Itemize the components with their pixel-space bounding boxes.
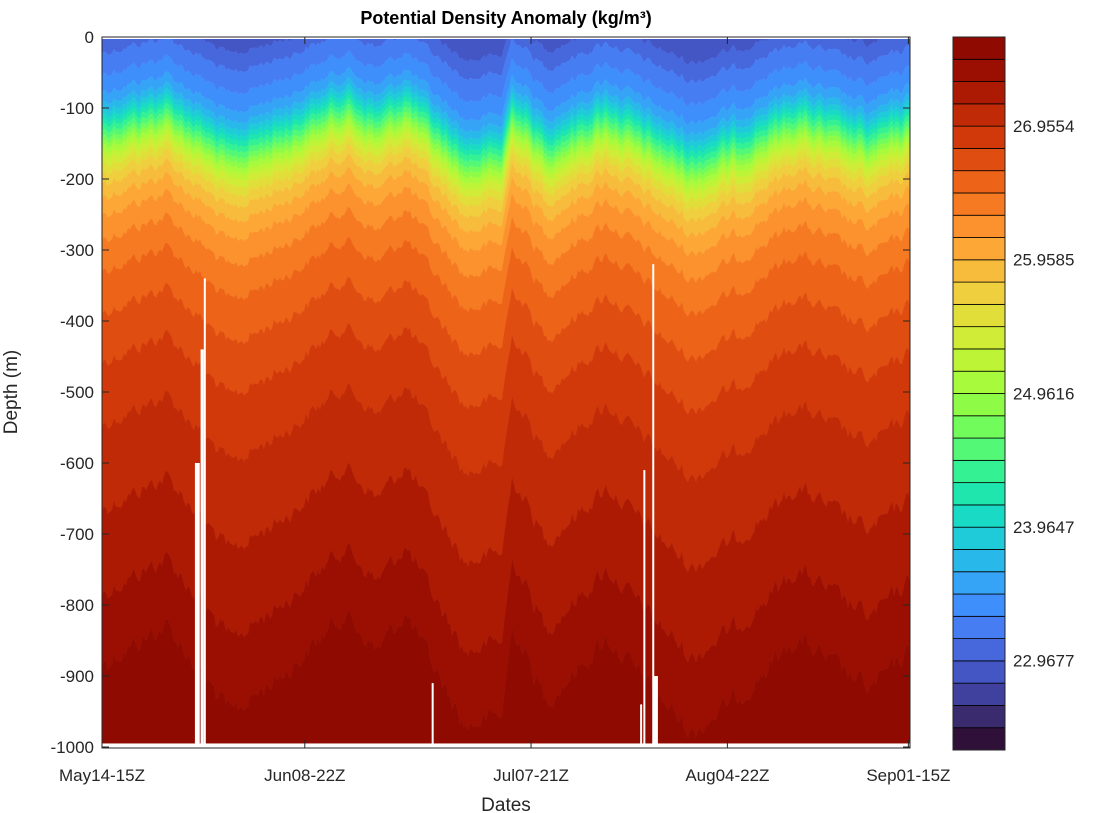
x-axis-label: Dates: [481, 795, 531, 813]
colorbar-level-27: [952, 125, 1006, 149]
colorbar-level-0: [952, 727, 1006, 751]
x-axis-ticks: May14-15Z Jun08-22Z Jul07-21Z Aug04-22Z Sep0…: [59, 37, 950, 785]
x-tick-label: May14-15Z: [59, 766, 145, 785]
y-axis-ticks: 0 -100 -200 -300 -400 -500 -600 -700 -800 -900 -10…: [51, 28, 910, 757]
colorbar-level-16: [952, 370, 1006, 394]
colorbar-level-5: [952, 615, 1006, 639]
colorbar-level-3: [952, 660, 1006, 684]
y-tick-label: 0: [85, 28, 94, 47]
data-gap-5: [643, 470, 646, 748]
data-gap-1: [203, 278, 206, 748]
y-tick-label: -1000: [51, 738, 94, 757]
data-gap-2: [200, 349, 204, 748]
colorbar-tick-label: 26.9554: [1013, 117, 1074, 136]
colorbar-level-11: [952, 482, 1006, 506]
y-tick-label: -300: [60, 241, 94, 260]
colorbar-level-17: [952, 348, 1006, 372]
y-tick-label: -900: [60, 667, 94, 686]
data-gap-3: [431, 683, 434, 748]
colorbar-level-19: [952, 303, 1006, 328]
contour-bands: [101, 36, 911, 748]
colorbar-level-28: [952, 103, 1006, 127]
colorbar-tick-label: 25.9585: [1013, 251, 1074, 270]
colorbar-level-18: [952, 326, 1006, 350]
colorbar-level-15: [952, 393, 1006, 417]
colorbar-level-29: [952, 81, 1006, 105]
colorbar-level-22: [952, 237, 1006, 261]
colorbar-level-24: [952, 192, 1006, 216]
colorbar-level-14: [952, 415, 1006, 439]
top-gap: [102, 37, 910, 39]
data-gaps: [102, 37, 910, 748]
colorbar-level-9: [952, 526, 1006, 550]
colorbar-level-4: [952, 638, 1006, 662]
colorbar-level-30: [952, 58, 1006, 82]
colorbar-tick-label: 24.9616: [1013, 384, 1074, 403]
colorbar-tick-label: 22.9677: [1013, 652, 1074, 671]
colorbar-level-25: [952, 170, 1006, 194]
y-tick-label: -600: [60, 454, 94, 473]
x-tick-label: Sep01-15Z: [866, 766, 950, 785]
data-gap-4: [640, 704, 643, 748]
bottom-gap: [102, 743, 910, 748]
colorbar-level-13: [952, 437, 1006, 461]
x-tick-label: Aug04-22Z: [685, 766, 769, 785]
colorbar-level-7: [952, 571, 1006, 595]
x-tick-label: Jul07-21Z: [493, 766, 569, 785]
y-tick-label: -400: [60, 312, 94, 331]
colorbar-level-1: [952, 705, 1006, 729]
colorbar-frame: [952, 36, 1006, 751]
data-gap-7: [653, 676, 658, 748]
colorbar-tick-label: 23.9647: [1013, 518, 1074, 537]
colorbar-level-26: [952, 148, 1006, 172]
colorbar-level-2: [952, 682, 1006, 706]
y-tick-label: -800: [60, 596, 94, 615]
y-tick-label: -200: [60, 170, 94, 189]
colorbar-level-31: [952, 36, 1006, 60]
colorbar-level-12: [952, 459, 1006, 484]
data-gap-0: [194, 463, 200, 748]
colorbar-level-23: [952, 214, 1006, 238]
y-tick-label: -500: [60, 383, 94, 402]
y-tick-label: -100: [60, 99, 94, 118]
colorbar: 26.9554 25.9585 24.9616 23.9647 22.9677: [952, 36, 1074, 751]
x-tick-label: Jun08-22Z: [264, 766, 345, 785]
colorbar-level-6: [952, 593, 1006, 617]
colorbar-level-10: [952, 504, 1006, 528]
data-gap-6: [652, 264, 655, 748]
colorbar-level-8: [952, 549, 1006, 573]
colorbar-level-20: [952, 281, 1006, 305]
colorbar-level-21: [952, 259, 1006, 283]
y-tick-label: -700: [60, 525, 94, 544]
y-axis-label: Depth (m): [1, 350, 22, 434]
chart-title: Potential Density Anomaly (kg/m³): [360, 8, 651, 28]
